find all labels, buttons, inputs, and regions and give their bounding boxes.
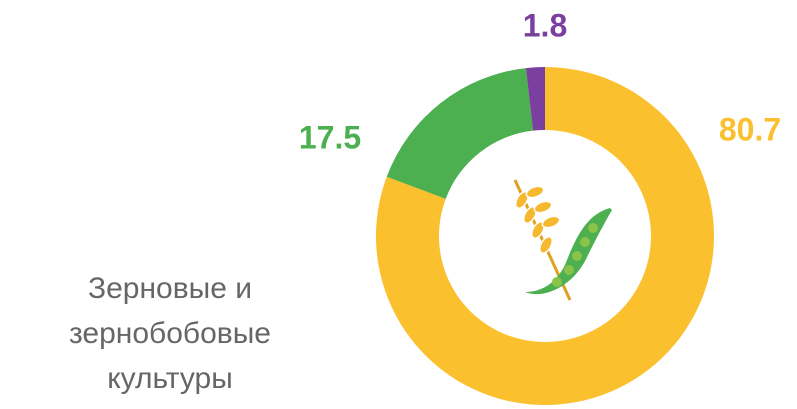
donut-segment	[376, 67, 714, 405]
category-label: Зерновые и зернобобовые культуры	[69, 272, 271, 395]
donut-segment	[386, 68, 534, 199]
value-label: 17.5	[299, 119, 361, 155]
value-label: 1.8	[523, 7, 567, 43]
crop-icon	[513, 179, 612, 301]
value-label: 80.7	[719, 111, 781, 147]
donut-segment	[525, 67, 545, 131]
